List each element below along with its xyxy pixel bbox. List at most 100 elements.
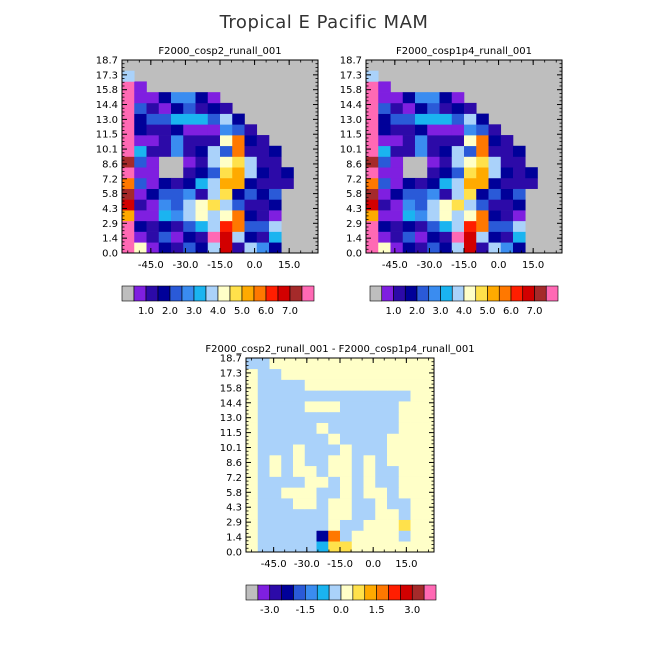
heatmap-cell [316,465,329,477]
heatmap-cell [207,113,221,125]
heatmap-cell [269,433,282,445]
heatmap-cell [422,498,435,510]
heatmap-cell [366,156,379,168]
x-tick-label: -30.0 [416,260,442,271]
heatmap-cell [158,220,172,232]
heatmap-cell [122,188,135,200]
heatmap-cell [293,379,306,391]
heatmap-cell [122,145,135,157]
heatmap-cell [351,368,364,380]
heatmap-cell [328,368,341,380]
heatmap-cell [281,433,294,445]
heatmap-cell [246,390,259,402]
heatmap-cell [244,177,258,189]
heatmap-cell [427,124,440,136]
colorbar-swatch [293,584,306,601]
heatmap-cell [375,465,388,477]
heatmap-cell [158,124,172,136]
heatmap-cell [122,124,135,136]
colorbar-swatch [253,285,267,302]
heatmap-cell [439,199,453,211]
heatmap-cell [281,379,294,391]
heatmap-cell [439,92,453,104]
heatmap-cell [304,368,317,380]
heatmap-cell [195,231,209,243]
heatmap-cell [387,422,400,434]
heatmap-cell [415,210,428,222]
heatmap-cell [387,390,400,402]
heatmap-cell [451,220,465,232]
panel-title: F2000_cosp2_runall_001 [158,46,281,57]
heatmap-cell [427,188,440,200]
heatmap-cell [375,401,388,413]
heatmap-cell [220,102,233,114]
heatmap-cell [328,401,341,413]
heatmap-cell [476,210,489,222]
heatmap-cell [366,102,379,114]
heatmap-cell [427,102,440,114]
heatmap-cell [257,444,270,456]
heatmap-cell [134,199,147,211]
colorbar-swatch [217,285,231,302]
heatmap-cell [146,231,160,243]
heatmap-cell [402,92,416,104]
heatmap-cell [171,102,184,114]
heatmap-cell [146,188,160,200]
heatmap-cell [158,231,172,243]
heatmap-cell [366,231,379,243]
heatmap-cell [304,455,317,467]
colorbar-swatch [205,285,219,302]
heatmap-cell [351,455,364,467]
heatmap-cell [171,188,184,200]
heatmap-cell [451,156,465,168]
y-tick-label: 13.0 [340,115,362,126]
heatmap-cell [363,358,376,370]
heatmap-cell [464,102,477,114]
colorbar-swatch [269,584,282,601]
heatmap-cell [422,358,435,370]
heatmap-cell [422,368,435,380]
heatmap-cell [410,541,423,553]
heatmap-cell [220,231,233,243]
heatmap-cell [257,390,270,402]
heatmap-cell [304,487,317,499]
heatmap-cell [390,113,404,125]
heatmap-cell [220,210,233,222]
heatmap-cell [451,199,465,211]
heatmap-cell [316,379,329,391]
heatmap-cell [195,199,209,211]
heatmap-cell [476,199,489,211]
heatmap-cell [415,231,428,243]
heatmap-cell [410,498,423,510]
heatmap-cell [158,188,172,200]
heatmap-cell [246,508,259,520]
heatmap-cell [146,199,160,211]
colorbar-label: 6.0 [503,306,519,317]
colorbar-label: 5.0 [234,306,250,317]
heatmap-cell [293,508,306,520]
x-tick-label: -15.0 [451,260,477,271]
heatmap-cell [183,135,196,147]
heatmap-cell [257,498,270,510]
heatmap-cell [402,113,416,125]
heatmap-cell [146,167,160,179]
heatmap-cell [316,358,329,370]
heatmap-cell [316,411,329,423]
heatmap-cell [351,476,364,488]
heatmap-cell [183,220,196,232]
heatmap-cell [269,498,282,510]
heatmap-cell [415,199,428,211]
heatmap-cell [328,476,341,488]
heatmap-cell [244,210,258,222]
y-tick-label: 4.3 [346,204,362,215]
heatmap-cell [257,433,270,445]
heatmap-cell [427,231,440,243]
x-tick-label: -15.0 [327,559,353,570]
heatmap-cell [269,530,282,542]
heatmap-cell [195,177,209,189]
heatmap-cell [340,358,353,370]
heatmap-cell [390,167,404,179]
heatmap-cell [422,476,435,488]
heatmap-cell [351,358,364,370]
heatmap-cell [316,498,329,510]
